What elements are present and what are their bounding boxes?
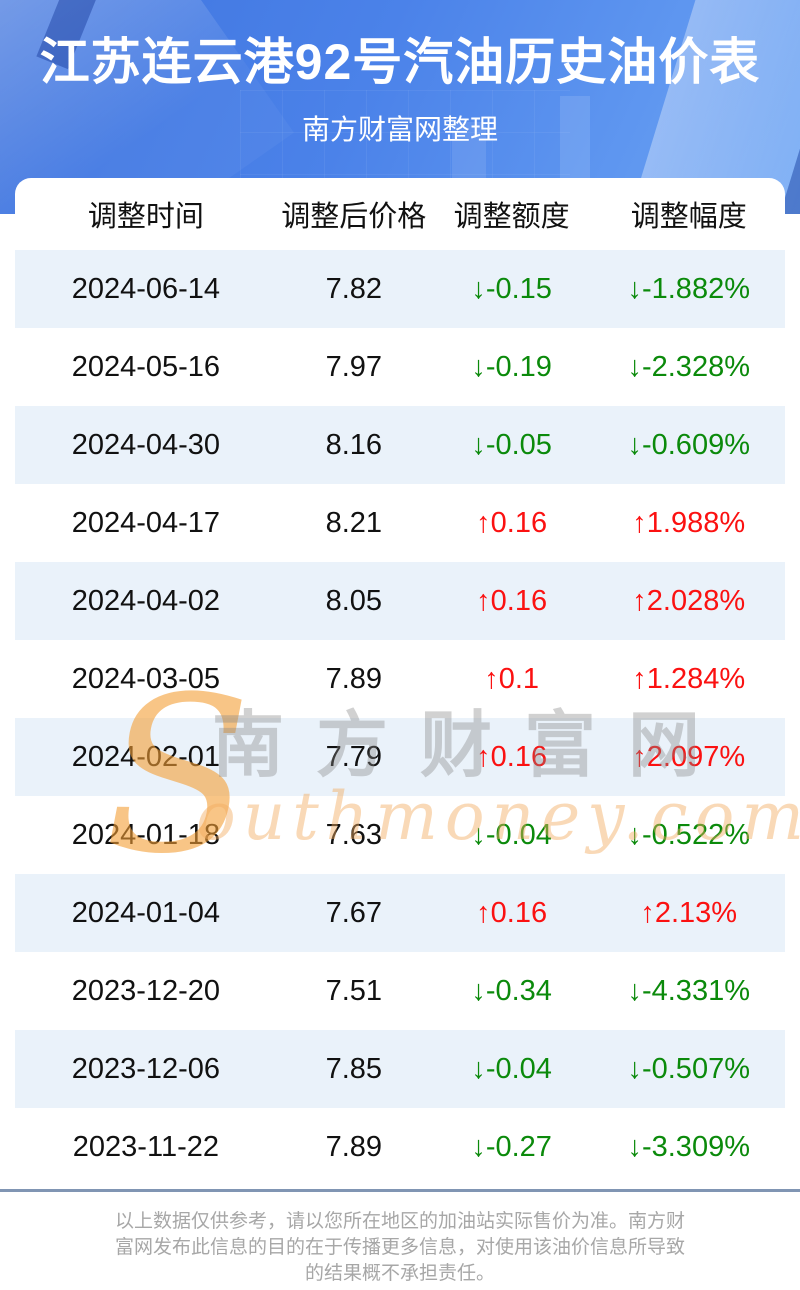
cell-date: 2024-05-16	[71, 350, 221, 383]
page-subtitle: 南方财富网整理	[301, 114, 498, 145]
cell-date: 2024-01-18	[71, 818, 221, 851]
table-row: 2023-12-06 7.85 ↓-0.04 ↓-0.507%	[15, 1030, 785, 1108]
cell-change: ↓-0.15	[471, 272, 552, 305]
cell-price: 7.89	[325, 1130, 383, 1163]
cell-price: 7.79	[325, 740, 383, 773]
cell-rate: ↑2.028%	[632, 584, 746, 617]
cell-date: 2024-03-05	[71, 662, 221, 695]
table-row: 2023-12-20 7.51 ↓-0.34 ↓-4.331%	[15, 952, 785, 1030]
cell-price: 7.63	[325, 818, 383, 851]
cell-price: 7.82	[325, 272, 383, 305]
cell-rate: ↑2.097%	[632, 740, 746, 773]
cell-date: 2024-04-17	[71, 506, 221, 539]
table-row: 2024-04-17 8.21 ↑0.16 ↑1.988%	[15, 484, 785, 562]
cell-price: 8.05	[325, 584, 383, 617]
cell-rate: ↓-2.328%	[627, 350, 750, 383]
footer-disclaimer: 以上数据仅供参考，请以您所在地区的加油站实际售价为准。南方财富网发布此信息的目的…	[114, 1211, 685, 1284]
cell-price: 7.51	[325, 974, 383, 1007]
cell-date: 2023-12-20	[71, 974, 221, 1007]
table-row: 2024-01-04 7.67 ↑0.16 ↑2.13%	[15, 874, 785, 952]
cell-price: 8.21	[325, 506, 383, 539]
column-header-adjust-rate: 调整幅度	[630, 201, 747, 233]
column-header-adjusted-price: 调整后价格	[281, 201, 427, 233]
cell-change: ↓-0.34	[471, 974, 552, 1007]
table-row: 2024-06-14 7.82 ↓-0.15 ↓-1.882%	[15, 250, 785, 328]
cell-change: ↓-0.04	[471, 1052, 552, 1085]
cell-change: ↓-0.27	[471, 1130, 552, 1163]
table-row: 2024-01-18 7.63 ↓-0.04 ↓-0.522%	[15, 796, 785, 874]
cell-date: 2023-12-06	[71, 1052, 221, 1085]
cell-price: 7.67	[325, 896, 383, 929]
cell-price: 8.16	[325, 428, 383, 461]
table-row: 2023-11-22 7.89 ↓-0.27 ↓-3.309%	[15, 1108, 785, 1186]
cell-rate: ↓-0.609%	[627, 428, 750, 461]
page-title: 江苏连云港92号汽油历史油价表	[39, 34, 761, 90]
cell-change: ↓-0.05	[471, 428, 552, 461]
table-row: 2024-04-02 8.05 ↑0.16 ↑2.028%	[15, 562, 785, 640]
price-table-card: 调整时间 调整后价格 调整额度 调整幅度 2024-06-14 7.82 ↓-0.1…	[15, 178, 785, 1186]
table-row: 2024-02-01 7.79 ↑0.16 ↑2.097%	[15, 718, 785, 796]
cell-date: 2024-01-04	[71, 896, 221, 929]
cell-date: 2024-02-01	[71, 740, 221, 773]
cell-change: ↑0.16	[476, 506, 548, 539]
cell-price: 7.85	[325, 1052, 383, 1085]
cell-change: ↑0.16	[476, 896, 548, 929]
footer: 以上数据仅供参考，请以您所在地区的加油站实际售价为准。南方财富网发布此信息的目的…	[0, 1209, 800, 1287]
column-header-adjust-amount: 调整额度	[453, 201, 570, 233]
cell-rate: ↓-1.882%	[627, 272, 750, 305]
footer-divider	[0, 1189, 800, 1192]
cell-change: ↑0.16	[476, 740, 548, 773]
cell-rate: ↑1.988%	[632, 506, 746, 539]
cell-rate: ↑2.13%	[640, 896, 738, 929]
table-row: 2024-04-30 8.16 ↓-0.05 ↓-0.609%	[15, 406, 785, 484]
cell-rate: ↓-0.522%	[627, 818, 750, 851]
cell-rate: ↓-0.507%	[627, 1052, 750, 1085]
table-header-row: 调整时间 调整后价格 调整额度 调整幅度	[15, 178, 785, 250]
cell-change: ↑0.1	[484, 662, 540, 695]
table-body: 2024-06-14 7.82 ↓-0.15 ↓-1.882% 2024-05-16 7.…	[15, 250, 785, 1186]
table-row: 2024-03-05 7.89 ↑0.1 ↑1.284%	[15, 640, 785, 718]
cell-change: ↓-0.19	[471, 350, 552, 383]
cell-change: ↑0.16	[476, 584, 548, 617]
cell-change: ↓-0.04	[471, 818, 552, 851]
cell-rate: ↓-3.309%	[627, 1130, 750, 1163]
cell-date: 2023-11-22	[72, 1130, 219, 1163]
cell-date: 2024-04-30	[71, 428, 221, 461]
cell-rate: ↑1.284%	[632, 662, 746, 695]
cell-rate: ↓-4.331%	[627, 974, 750, 1007]
table-row: 2024-05-16 7.97 ↓-0.19 ↓-2.328%	[15, 328, 785, 406]
cell-date: 2024-04-02	[71, 584, 221, 617]
page-header: 江苏连云港92号汽油历史油价表 南方财富网整理	[0, 0, 800, 214]
cell-price: 7.89	[325, 662, 383, 695]
cell-date: 2024-06-14	[71, 272, 221, 305]
cell-price: 7.97	[325, 350, 383, 383]
column-header-adjust-time: 调整时间	[87, 201, 204, 233]
